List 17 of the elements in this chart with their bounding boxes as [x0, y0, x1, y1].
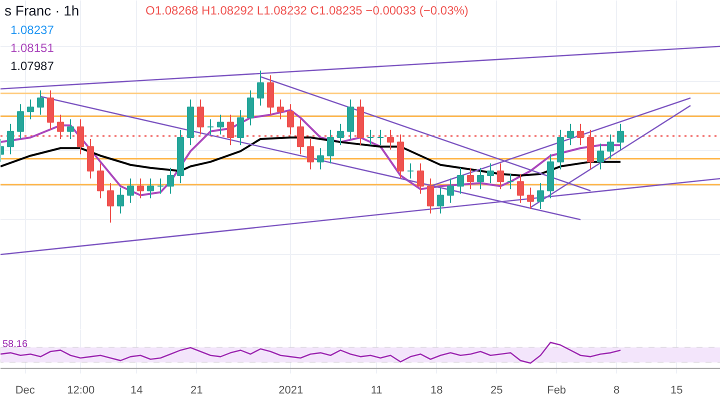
chart-subtitle: O1.08268 H1.08292 L1.08232 C1.08235 −0.00033 (−0.03%)	[146, 4, 468, 18]
x-tick-label: 11	[370, 384, 382, 396]
x-tick-label: 12:00	[67, 384, 95, 396]
annotation: 58.16	[2, 339, 28, 350]
x-tick-label: Feb	[547, 384, 566, 396]
x-tick-label: 8	[614, 384, 620, 396]
text: 1.08237	[10, 23, 54, 37]
annotation: 1.07987	[10, 59, 54, 73]
x-tick-label: 18	[430, 384, 443, 396]
text: 1.08151	[10, 41, 54, 55]
x-tick-label: 21	[190, 384, 203, 396]
x-tick-label: Dec	[15, 384, 36, 396]
x-tick-label: 25	[490, 384, 503, 396]
x-tick-label: 15	[670, 384, 683, 396]
chart-title: s Franc · 1h	[4, 2, 80, 18]
x-tick-label: 14	[130, 384, 143, 396]
x-tick-label: 2021	[278, 384, 304, 396]
